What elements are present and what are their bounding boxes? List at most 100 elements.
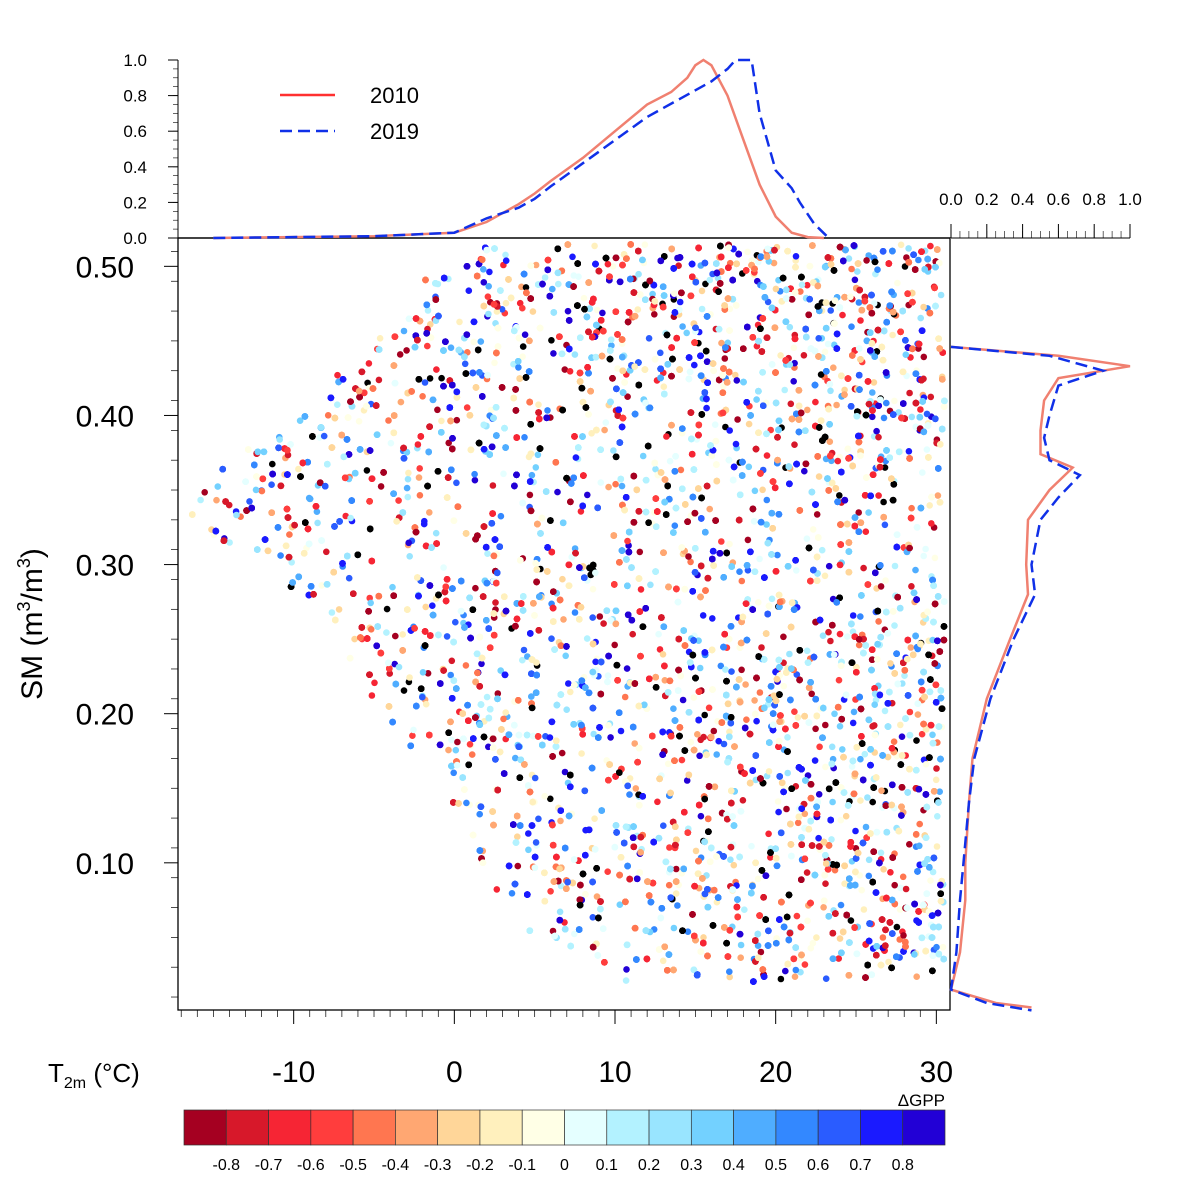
scatter-point (502, 251, 509, 259)
scatter-point (792, 252, 800, 260)
scatter-point (605, 722, 612, 729)
scatter-point (500, 715, 507, 723)
scatter-point (822, 880, 829, 887)
scatter-point (732, 371, 739, 379)
scatter-point (529, 308, 537, 315)
scatter-point (400, 327, 408, 335)
scatter-point (366, 594, 374, 602)
scatter-point (324, 412, 332, 419)
scatter-point (877, 583, 885, 590)
scatter-point (368, 692, 376, 699)
scatter-point (871, 722, 878, 729)
scatter-point (836, 630, 844, 638)
scatter-point (922, 761, 930, 768)
scatter-point (858, 886, 865, 894)
scatter-point (295, 465, 302, 473)
scatter-point (462, 662, 470, 669)
scatter-point (591, 242, 598, 250)
scatter-point (875, 433, 882, 441)
scatter-point (847, 917, 855, 924)
scatter-point (416, 492, 424, 499)
scatter-point (427, 321, 434, 328)
scatter-point (865, 856, 873, 864)
scatter-point (626, 791, 633, 798)
scatter-point (801, 961, 809, 968)
scatter-point (809, 939, 817, 947)
scatter-point (514, 833, 521, 840)
scatter-point (675, 262, 682, 270)
scatter-point (466, 741, 474, 748)
scatter-point (821, 572, 829, 580)
scatter-point (426, 509, 433, 516)
scatter-point (714, 274, 722, 282)
scatter-point (822, 975, 830, 982)
scatter-point (334, 371, 341, 379)
scatter-point (837, 816, 845, 824)
scatter-point (848, 265, 855, 273)
scatter-point (607, 734, 614, 741)
scatter-point (549, 927, 557, 935)
scatter-point (558, 749, 566, 757)
scatter-point (908, 583, 915, 590)
scatter-point (683, 329, 690, 337)
scatter-point (414, 441, 422, 448)
scatter-point (477, 338, 485, 345)
scatter-point (774, 798, 782, 805)
scatter-point (702, 280, 709, 288)
scatter-point (567, 688, 574, 696)
scatter-point (765, 830, 772, 838)
scatter-point (784, 734, 791, 741)
scatter-point (480, 266, 487, 273)
scatter-point (774, 551, 781, 559)
scatter-point (817, 371, 825, 378)
scatter-point (355, 418, 363, 425)
scatter-point (890, 738, 898, 745)
scatter-point (520, 646, 528, 654)
scatter-point (484, 550, 491, 557)
scatter-point (862, 528, 870, 535)
scatter-point (531, 774, 539, 782)
scatter-point (865, 872, 873, 880)
scatter-point (432, 529, 440, 537)
scatter-point (696, 664, 704, 672)
scatter-point (775, 808, 782, 816)
scatter-point (827, 307, 834, 314)
scatter-point (768, 595, 776, 603)
scatter-point (519, 343, 527, 350)
scatter-point (786, 650, 793, 658)
scatter-point (623, 665, 631, 672)
scatter-point (733, 377, 741, 384)
scatter-point (926, 502, 933, 509)
scatter-point (722, 666, 729, 673)
scatter-point (893, 923, 901, 931)
scatter-point (377, 483, 385, 490)
scatter-point (923, 446, 931, 453)
scatter-point (819, 632, 827, 639)
scatter-point (836, 935, 844, 942)
scatter-point (604, 260, 612, 268)
scatter-point (839, 746, 846, 753)
scatter-point (589, 585, 597, 593)
scatter-point (472, 584, 479, 592)
scatter-point (514, 862, 522, 870)
scatter-point (525, 830, 532, 837)
scatter-point (403, 347, 410, 354)
scatter-point (933, 843, 941, 850)
scatter-point (931, 554, 939, 562)
scatter-point (721, 355, 729, 362)
scatter-point (677, 466, 685, 474)
scatter-point (532, 464, 540, 471)
scatter-point (728, 668, 735, 675)
scatter-point (800, 352, 808, 359)
scatter-point (919, 469, 926, 476)
scatter-point (902, 885, 910, 893)
scatter-point (672, 865, 680, 873)
scatter-point (726, 728, 733, 736)
scatter-point (748, 842, 755, 850)
scatter-point (793, 912, 801, 920)
scatter-point (387, 439, 395, 447)
scatter-point (502, 299, 510, 307)
scatter-point (738, 666, 745, 674)
scatter-point (604, 672, 612, 679)
scatter-point (792, 966, 800, 974)
